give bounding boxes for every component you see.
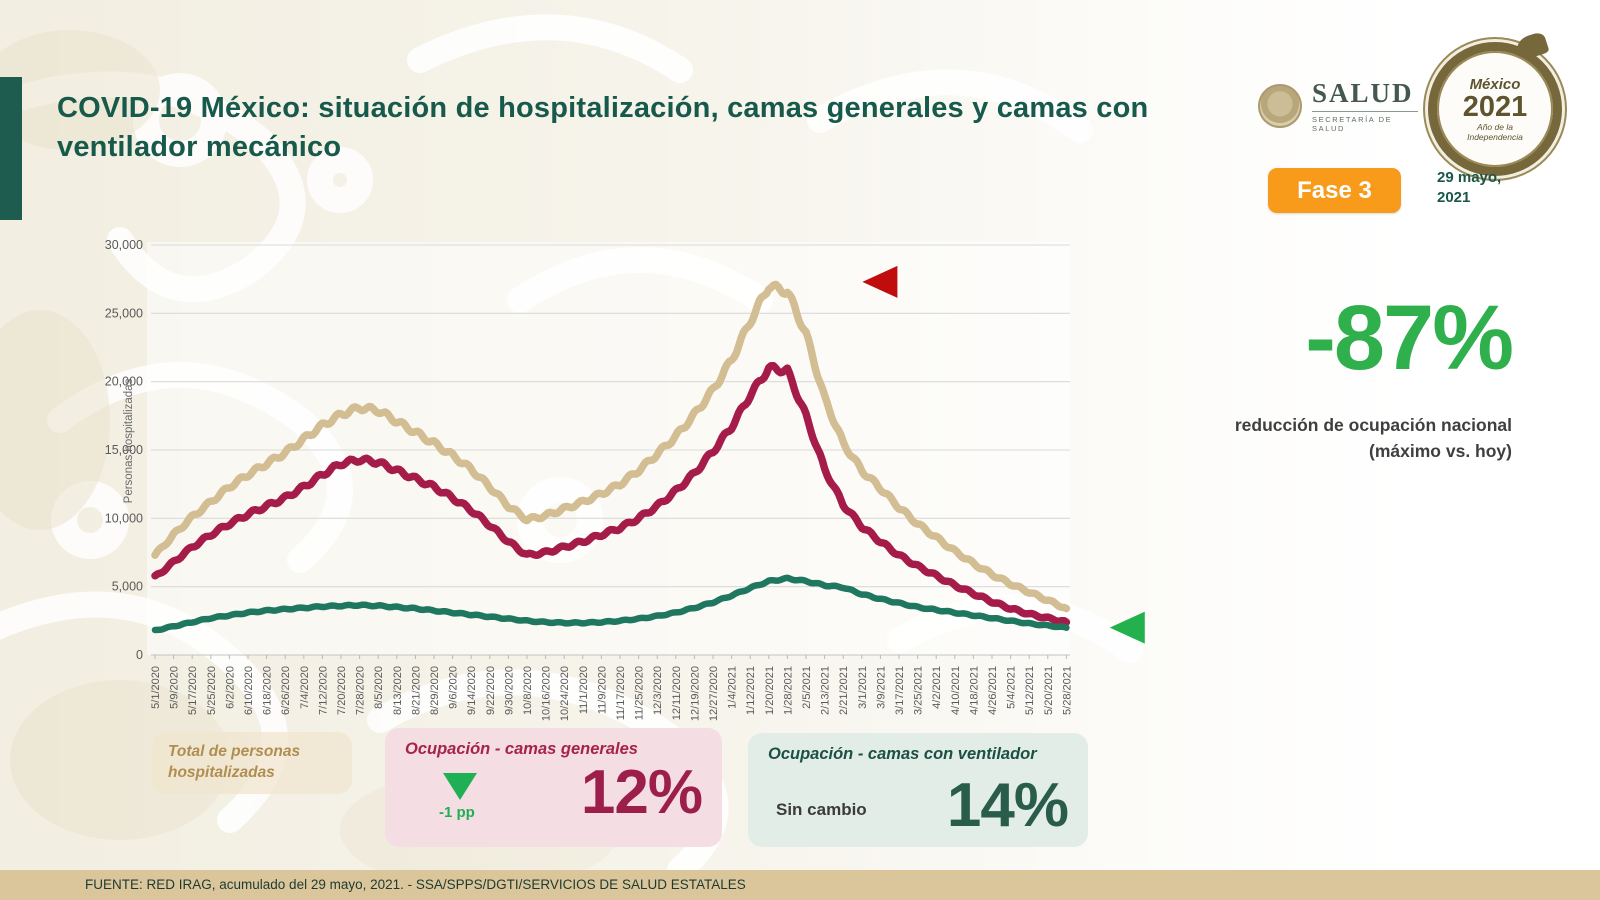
svg-text:1/28/2021: 1/28/2021 [782, 666, 794, 715]
svg-text:8/29/2020: 8/29/2020 [429, 666, 441, 715]
kpi-label-line1: reducción de ocupación nacional [1234, 415, 1512, 435]
svg-text:7/12/2020: 7/12/2020 [317, 666, 329, 715]
svg-text:11/25/2020: 11/25/2020 [634, 666, 646, 720]
svg-text:4/10/2021: 4/10/2021 [950, 666, 962, 715]
svg-text:5,000: 5,000 [112, 580, 143, 594]
salud-eagle-icon [1258, 83, 1302, 128]
svg-text:5/1/2020: 5/1/2020 [150, 666, 162, 709]
svg-text:6/18/2020: 6/18/2020 [262, 666, 274, 715]
svg-text:3/1/2021: 3/1/2021 [857, 666, 869, 709]
kpi-label-line2: (máximo vs. hoy) [1369, 441, 1512, 462]
svg-text:5/4/2021: 5/4/2021 [1006, 666, 1018, 709]
svg-text:11/1/2020: 11/1/2020 [578, 666, 590, 714]
left-accent-bar [0, 77, 22, 220]
mexico-2021-line2: 2021 [1462, 90, 1528, 123]
svg-text:4/26/2021: 4/26/2021 [987, 666, 999, 715]
source-footer: FUENTE: RED IRAG, acumulado del 29 mayo,… [0, 870, 1600, 900]
svg-text:12/27/2020: 12/27/2020 [708, 666, 720, 721]
phase-badge: Fase 3 [1268, 168, 1401, 213]
svg-text:10/16/2020: 10/16/2020 [541, 666, 553, 721]
svg-text:1/20/2021: 1/20/2021 [764, 666, 776, 715]
line-chart-canvas: 0 5,000 10,000 15,000 20,000 25,000 30,000 5/1/… [105, 238, 1145, 721]
svg-text:9/30/2020: 9/30/2020 [503, 666, 515, 715]
svg-text:5/9/2020: 5/9/2020 [169, 666, 181, 709]
svg-text:5/12/2021: 5/12/2021 [1024, 666, 1036, 715]
svg-text:6/10/2020: 6/10/2020 [243, 666, 255, 715]
salud-logo: SALUD SECRETARÍA DE SALUD [1258, 78, 1418, 133]
svg-text:0: 0 [136, 648, 143, 662]
svg-text:4/18/2021: 4/18/2021 [968, 666, 980, 715]
svg-text:20,000: 20,000 [105, 375, 143, 389]
svg-text:5/17/2020: 5/17/2020 [187, 666, 199, 715]
svg-text:2/5/2021: 2/5/2021 [801, 666, 813, 709]
mexico-2021-line3: Año de la [1477, 121, 1513, 132]
svg-text:12/19/2020: 12/19/2020 [689, 666, 701, 721]
svg-text:5/25/2020: 5/25/2020 [206, 666, 218, 715]
svg-text:10/24/2020: 10/24/2020 [559, 666, 571, 721]
svg-text:9/22/2020: 9/22/2020 [485, 666, 497, 715]
svg-text:7/4/2020: 7/4/2020 [299, 666, 311, 709]
svg-text:12/3/2020: 12/3/2020 [652, 666, 664, 715]
svg-text:8/21/2020: 8/21/2020 [410, 666, 422, 715]
svg-text:30,000: 30,000 [105, 238, 143, 252]
svg-text:4/2/2021: 4/2/2021 [931, 666, 943, 709]
svg-text:6/2/2020: 6/2/2020 [224, 666, 236, 709]
mexico-2021-line1: México [1469, 75, 1521, 93]
svg-text:5/20/2021: 5/20/2021 [1043, 666, 1055, 715]
svg-text:1/4/2021: 1/4/2021 [727, 666, 739, 709]
current-level-marker [1109, 611, 1145, 644]
svg-text:5/28/2021: 5/28/2021 [1061, 666, 1073, 715]
svg-text:15,000: 15,000 [105, 443, 143, 457]
hospitalization-chart: Personas hospitalizadas 0 5,000 10,000 15,0… [95, 230, 1155, 735]
svg-text:12/11/2020: 12/11/2020 [671, 666, 683, 720]
svg-text:2/21/2021: 2/21/2021 [838, 666, 850, 715]
svg-text:7/20/2020: 7/20/2020 [336, 666, 348, 715]
mexico-2021-logo: México 2021 Año de la Independencia [1428, 30, 1562, 176]
report-date-line1: 29 mayo, [1437, 169, 1502, 186]
svg-text:8/13/2020: 8/13/2020 [392, 666, 404, 715]
svg-text:7/28/2020: 7/28/2020 [355, 666, 367, 715]
mexico-2021-line4: Independencia [1467, 132, 1523, 142]
svg-text:2/13/2021: 2/13/2021 [820, 666, 832, 715]
svg-text:3/17/2021: 3/17/2021 [894, 666, 906, 715]
page-title: COVID-19 México: situación de hospitaliz… [57, 92, 1149, 163]
svg-text:11/17/2020: 11/17/2020 [615, 666, 627, 720]
svg-text:3/25/2021: 3/25/2021 [913, 666, 925, 715]
report-date: 29 mayo, 2021 [1437, 168, 1501, 209]
y-axis-title: Personas hospitalizadas [123, 378, 135, 504]
peak-marker [862, 265, 898, 298]
svg-text:11/9/2020: 11/9/2020 [596, 666, 608, 714]
kpi-value: -87% [1305, 287, 1514, 389]
kpi-block: -87% reducción de ocupación nacional (má… [1234, 287, 1514, 465]
svg-text:6/26/2020: 6/26/2020 [280, 666, 292, 715]
svg-text:1/12/2021: 1/12/2021 [745, 666, 757, 715]
report-date-line2: 2021 [1437, 189, 1471, 207]
svg-text:9/14/2020: 9/14/2020 [466, 666, 478, 715]
svg-text:3/9/2021: 3/9/2021 [875, 666, 887, 709]
svg-text:10,000: 10,000 [105, 511, 143, 525]
svg-text:10/8/2020: 10/8/2020 [522, 666, 534, 715]
svg-text:9/6/2020: 9/6/2020 [448, 666, 460, 709]
svg-text:8/5/2020: 8/5/2020 [373, 666, 385, 709]
svg-text:25,000: 25,000 [105, 306, 143, 320]
salud-subtitle: SECRETARÍA DE SALUD [1312, 115, 1393, 133]
salud-wordmark: SALUD [1312, 78, 1418, 112]
